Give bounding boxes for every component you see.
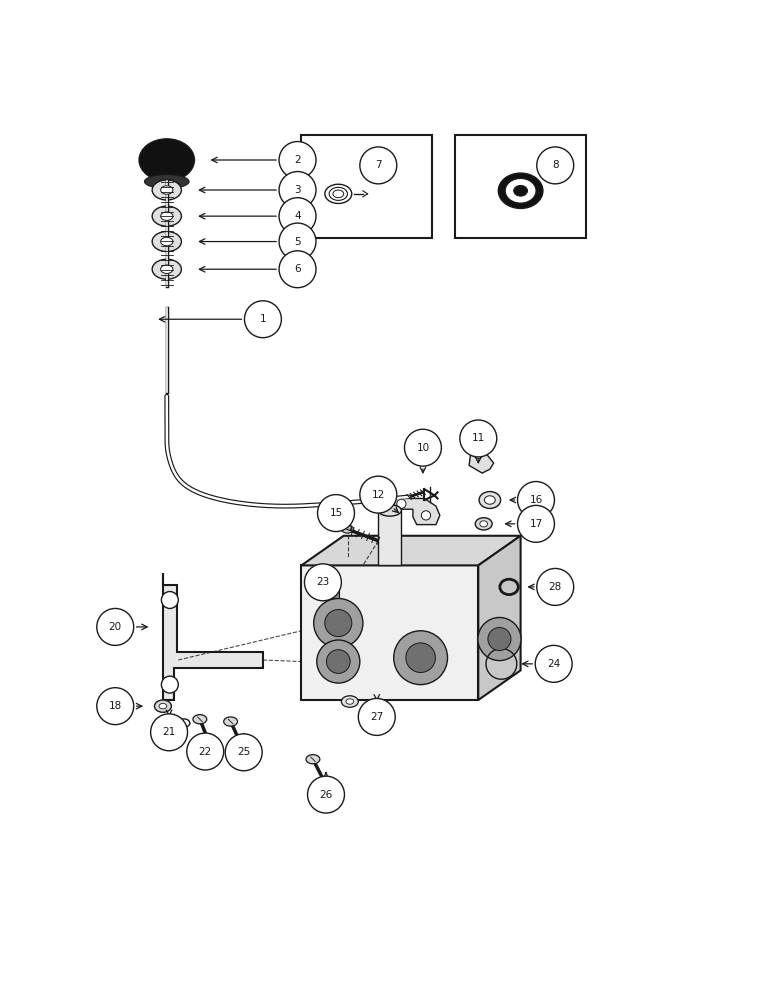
Text: 25: 25 xyxy=(237,747,250,757)
Ellipse shape xyxy=(346,699,354,704)
Circle shape xyxy=(96,608,134,645)
Circle shape xyxy=(406,643,435,672)
Circle shape xyxy=(317,640,360,683)
Circle shape xyxy=(517,482,554,518)
Ellipse shape xyxy=(224,717,238,726)
Text: 28: 28 xyxy=(549,582,562,592)
Ellipse shape xyxy=(193,715,207,724)
Ellipse shape xyxy=(480,521,488,527)
Ellipse shape xyxy=(159,703,167,709)
Ellipse shape xyxy=(161,212,173,220)
Text: 10: 10 xyxy=(416,443,429,453)
Text: 5: 5 xyxy=(294,237,301,247)
Circle shape xyxy=(279,198,316,235)
Circle shape xyxy=(397,499,406,508)
Ellipse shape xyxy=(152,259,181,279)
Circle shape xyxy=(394,631,448,685)
Circle shape xyxy=(478,617,521,661)
Circle shape xyxy=(245,301,281,338)
Circle shape xyxy=(460,420,496,457)
Circle shape xyxy=(325,610,352,637)
Circle shape xyxy=(96,688,134,725)
Ellipse shape xyxy=(505,178,536,203)
Circle shape xyxy=(279,172,316,208)
Text: 8: 8 xyxy=(552,160,558,170)
Ellipse shape xyxy=(152,206,181,226)
Text: 26: 26 xyxy=(320,790,333,800)
Circle shape xyxy=(517,505,554,542)
Ellipse shape xyxy=(152,180,181,200)
Ellipse shape xyxy=(161,237,173,246)
Text: 7: 7 xyxy=(375,160,381,170)
Ellipse shape xyxy=(154,700,171,712)
Text: 23: 23 xyxy=(317,577,330,587)
Ellipse shape xyxy=(485,496,495,504)
Ellipse shape xyxy=(498,173,543,208)
Polygon shape xyxy=(163,573,263,700)
Text: 2: 2 xyxy=(294,155,301,165)
Circle shape xyxy=(151,714,188,751)
Ellipse shape xyxy=(479,492,500,508)
Text: 16: 16 xyxy=(530,495,543,505)
Circle shape xyxy=(225,734,262,771)
Circle shape xyxy=(279,142,316,178)
Text: 27: 27 xyxy=(370,712,384,722)
Ellipse shape xyxy=(144,175,189,188)
Text: 3: 3 xyxy=(294,185,301,195)
Text: 11: 11 xyxy=(472,433,485,443)
Ellipse shape xyxy=(161,186,173,194)
Circle shape xyxy=(161,592,178,608)
Circle shape xyxy=(187,733,224,770)
Circle shape xyxy=(317,495,354,532)
Circle shape xyxy=(307,776,344,813)
Ellipse shape xyxy=(139,139,195,181)
Ellipse shape xyxy=(513,185,527,196)
Text: 1: 1 xyxy=(259,314,266,324)
Circle shape xyxy=(360,147,397,184)
Circle shape xyxy=(422,511,431,520)
Circle shape xyxy=(537,568,574,605)
Text: 17: 17 xyxy=(530,519,543,529)
Circle shape xyxy=(360,476,397,513)
Bar xyxy=(330,584,339,598)
Circle shape xyxy=(279,223,316,260)
Text: 21: 21 xyxy=(162,727,176,737)
Ellipse shape xyxy=(341,525,354,533)
Circle shape xyxy=(313,598,363,648)
Bar xyxy=(301,135,432,238)
Ellipse shape xyxy=(378,505,401,516)
Circle shape xyxy=(327,650,350,673)
Text: 6: 6 xyxy=(294,264,301,274)
Polygon shape xyxy=(394,498,440,525)
Polygon shape xyxy=(301,536,520,565)
Text: 20: 20 xyxy=(109,622,122,632)
Bar xyxy=(378,510,401,565)
Text: 4: 4 xyxy=(294,211,301,221)
Circle shape xyxy=(474,449,483,458)
Circle shape xyxy=(304,564,341,601)
Ellipse shape xyxy=(341,696,358,707)
Text: 18: 18 xyxy=(109,701,122,711)
Circle shape xyxy=(358,698,395,735)
Text: 12: 12 xyxy=(371,490,385,500)
Circle shape xyxy=(488,627,511,651)
Text: 24: 24 xyxy=(547,659,560,669)
Bar xyxy=(455,135,586,238)
Ellipse shape xyxy=(161,265,173,273)
Circle shape xyxy=(405,429,442,466)
Circle shape xyxy=(537,147,574,184)
Polygon shape xyxy=(469,446,493,473)
Circle shape xyxy=(535,645,572,682)
Text: 22: 22 xyxy=(198,747,212,757)
Polygon shape xyxy=(479,536,520,700)
Ellipse shape xyxy=(152,232,181,252)
Ellipse shape xyxy=(476,518,493,530)
Bar xyxy=(301,565,479,700)
Ellipse shape xyxy=(306,755,320,764)
Circle shape xyxy=(161,676,178,693)
Text: 15: 15 xyxy=(330,508,343,518)
Circle shape xyxy=(279,251,316,288)
